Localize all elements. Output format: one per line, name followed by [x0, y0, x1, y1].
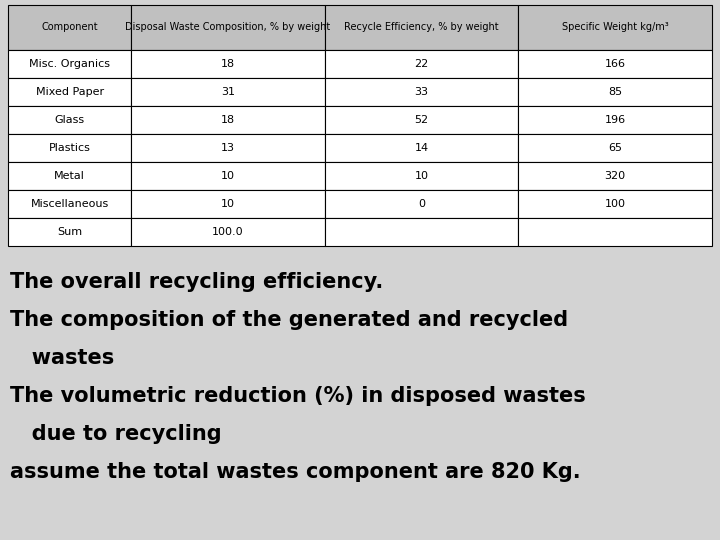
- Bar: [8, 134, 131, 162]
- Bar: [131, 106, 325, 134]
- Text: 0: 0: [418, 199, 425, 209]
- Bar: [8, 162, 131, 190]
- Text: due to recycling: due to recycling: [10, 424, 222, 444]
- Bar: [131, 78, 325, 106]
- Bar: [131, 162, 325, 190]
- Text: 14: 14: [415, 143, 428, 153]
- Text: Mixed Paper: Mixed Paper: [35, 87, 104, 97]
- Text: Miscellaneous: Miscellaneous: [30, 199, 109, 209]
- Bar: [325, 190, 518, 218]
- Text: 65: 65: [608, 143, 622, 153]
- Text: 166: 166: [605, 59, 626, 69]
- Text: Misc. Organics: Misc. Organics: [29, 59, 110, 69]
- Text: 85: 85: [608, 87, 622, 97]
- Text: Glass: Glass: [55, 115, 85, 125]
- Bar: [325, 106, 518, 134]
- Bar: [518, 50, 712, 78]
- Text: 18: 18: [221, 115, 235, 125]
- Text: assume the total wastes component are 820 Kg.: assume the total wastes component are 82…: [10, 462, 580, 482]
- Text: 100.0: 100.0: [212, 227, 244, 237]
- Bar: [131, 134, 325, 162]
- Bar: [518, 5, 712, 50]
- Bar: [8, 106, 131, 134]
- Bar: [518, 162, 712, 190]
- Bar: [518, 134, 712, 162]
- Bar: [325, 218, 518, 246]
- Bar: [325, 162, 518, 190]
- Bar: [518, 78, 712, 106]
- Text: 320: 320: [605, 171, 626, 181]
- Text: Plastics: Plastics: [49, 143, 91, 153]
- Bar: [8, 50, 131, 78]
- Text: Metal: Metal: [54, 171, 85, 181]
- Text: The composition of the generated and recycled: The composition of the generated and rec…: [10, 310, 568, 330]
- Text: 52: 52: [415, 115, 428, 125]
- Text: wastes: wastes: [10, 348, 114, 368]
- Text: 196: 196: [605, 115, 626, 125]
- Bar: [325, 50, 518, 78]
- Bar: [8, 218, 131, 246]
- Text: The volumetric reduction (%) in disposed wastes: The volumetric reduction (%) in disposed…: [10, 386, 586, 406]
- Bar: [8, 190, 131, 218]
- Text: The overall recycling efficiency.: The overall recycling efficiency.: [10, 272, 383, 292]
- Text: Disposal Waste Composition, % by weight: Disposal Waste Composition, % by weight: [125, 23, 330, 32]
- Text: Sum: Sum: [57, 227, 82, 237]
- Text: 22: 22: [415, 59, 428, 69]
- Text: 33: 33: [415, 87, 428, 97]
- Bar: [131, 190, 325, 218]
- Text: 10: 10: [221, 199, 235, 209]
- Text: 13: 13: [221, 143, 235, 153]
- Text: Recycle Efficiency, % by weight: Recycle Efficiency, % by weight: [344, 23, 499, 32]
- Text: Specific Weight kg/m³: Specific Weight kg/m³: [562, 23, 669, 32]
- Bar: [518, 106, 712, 134]
- Text: 10: 10: [415, 171, 428, 181]
- Bar: [131, 218, 325, 246]
- Text: 10: 10: [221, 171, 235, 181]
- Text: 18: 18: [221, 59, 235, 69]
- Bar: [131, 5, 325, 50]
- Bar: [518, 218, 712, 246]
- Text: 31: 31: [221, 87, 235, 97]
- Bar: [325, 5, 518, 50]
- Bar: [8, 78, 131, 106]
- Bar: [325, 78, 518, 106]
- Bar: [518, 190, 712, 218]
- Bar: [131, 50, 325, 78]
- Text: 100: 100: [605, 199, 626, 209]
- Bar: [8, 5, 131, 50]
- Text: Component: Component: [41, 23, 98, 32]
- Bar: [325, 134, 518, 162]
